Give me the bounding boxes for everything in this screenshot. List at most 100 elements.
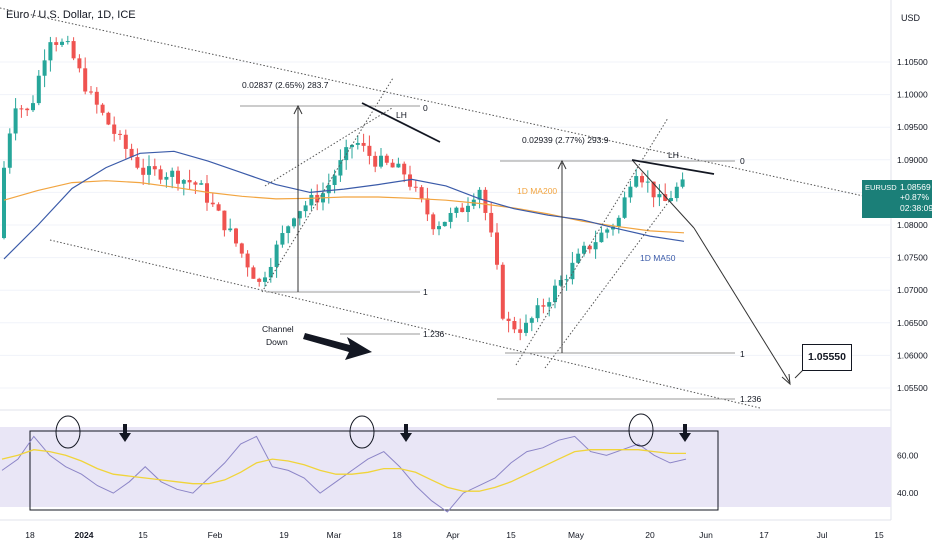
- candle-body-82: [477, 189, 482, 200]
- candle-body-18: [106, 112, 111, 125]
- candle-body-110: [640, 176, 644, 183]
- candle-body-50: [292, 218, 296, 227]
- candle-body-96: [558, 280, 563, 286]
- candle-body-72: [419, 187, 424, 199]
- time-tick-3: Feb: [208, 530, 223, 540]
- candle-body-61: [355, 142, 360, 145]
- candle-body-19: [112, 124, 117, 134]
- candle-body-32: [187, 180, 192, 183]
- candle-body-0: [2, 167, 6, 239]
- candle-body-92: [535, 305, 540, 319]
- candle-body-42: [245, 253, 250, 268]
- candle-body-100: [582, 245, 586, 254]
- ma50-line: [3, 150, 685, 260]
- candle-body-95: [553, 285, 557, 303]
- time-tick-6: 18: [392, 530, 402, 540]
- time-tick-5: Mar: [327, 530, 342, 540]
- rsi-circle-0: [55, 415, 81, 449]
- rsi-tick-0: 60.00: [897, 450, 919, 460]
- candle-body-49: [286, 226, 291, 234]
- candle-body-60: [350, 144, 354, 148]
- candle-body-14: [83, 68, 88, 92]
- candle-body-2: [13, 108, 18, 134]
- price-tick-3: 1.09000: [897, 155, 928, 165]
- candle-body-108: [628, 186, 633, 198]
- measure-label-1: 0.02837 (2.65%) 283.7: [242, 80, 329, 90]
- projection-leg-2: [693, 227, 791, 384]
- candle-body-54: [315, 194, 320, 203]
- price-tick-9: 1.06000: [897, 350, 928, 360]
- projection-leg-1: [632, 160, 695, 229]
- candle-body-40: [234, 228, 238, 244]
- candle-body-115: [669, 198, 673, 201]
- candle-body-46: [268, 266, 273, 278]
- rsi-band: [0, 427, 891, 507]
- candle-body-99: [576, 253, 581, 263]
- rsi-ma-line: [1, 449, 686, 492]
- time-tick-4: 19: [279, 530, 289, 540]
- candle-body-75: [437, 226, 441, 230]
- candle-body-102: [593, 242, 598, 250]
- candle-body-77: [448, 212, 453, 222]
- candle-body-24: [141, 167, 146, 175]
- measure-label-2: 0.02939 (2.77%) 293.9: [522, 135, 609, 145]
- candle-body-26: [152, 166, 157, 170]
- time-tick-7: Apr: [446, 530, 459, 540]
- time-tick-10: 20: [645, 530, 655, 540]
- rsi-circle-2: [628, 413, 654, 447]
- candle-body-103: [599, 232, 604, 243]
- candle-body-58: [338, 160, 343, 176]
- candle-body-74: [431, 214, 436, 230]
- candle-body-6: [36, 75, 41, 104]
- candle-body-113: [657, 194, 662, 198]
- candle-body-70: [408, 174, 412, 187]
- candle-body-39: [228, 228, 233, 231]
- channel-label-2: Down: [266, 337, 288, 347]
- candle-body-37: [216, 204, 221, 211]
- last-price-label: EURUSD 1.08569 +0.87% 02:38:09: [862, 180, 932, 218]
- measure-arrowhead-1: [293, 104, 303, 115]
- fib-ext-label-2: 1.236: [740, 394, 762, 404]
- candle-body-89: [518, 329, 523, 333]
- candle-body-20: [118, 133, 122, 135]
- channel-bottom-line: [49, 239, 761, 409]
- time-tick-13: Jul: [817, 530, 828, 540]
- candle-body-65: [379, 155, 383, 167]
- candle-body-80: [466, 205, 470, 213]
- candle-body-41: [239, 243, 244, 254]
- candle-body-47: [274, 244, 279, 267]
- candle-body-85: [495, 232, 499, 265]
- candle-body-64: [373, 155, 378, 167]
- price-label-price: 1.08569: [900, 182, 931, 192]
- projection-arrowhead: [781, 373, 791, 386]
- time-tick-12: 17: [759, 530, 769, 540]
- channel-top-line: [0, 7, 892, 203]
- time-tick-9: May: [568, 530, 585, 540]
- candle-body-86: [500, 264, 505, 319]
- candle-body-11: [65, 41, 70, 43]
- candle-body-10: [60, 41, 64, 45]
- candle-body-33: [193, 182, 198, 185]
- candle-body-87: [506, 318, 511, 322]
- rsi-arrow-2: [679, 424, 691, 442]
- currency-label: USD: [900, 13, 920, 23]
- candle-body-112: [651, 181, 656, 198]
- rise-channel-2-upper: [515, 117, 669, 366]
- candle-body-43: [251, 267, 256, 279]
- candle-body-66: [384, 155, 389, 163]
- candle-body-16: [94, 91, 99, 105]
- time-tick-0: 18: [25, 530, 35, 540]
- time-tick-8: 15: [506, 530, 516, 540]
- candle-body-34: [199, 183, 204, 185]
- candle-body-51: [297, 211, 302, 219]
- candle-body-90: [524, 322, 528, 333]
- candle-body-63: [367, 145, 372, 156]
- candle-body-22: [129, 148, 134, 158]
- candle-body-45: [263, 277, 267, 282]
- lh-line-2: [631, 159, 715, 175]
- target-label: 1.05550: [802, 344, 852, 371]
- candle-body-98: [570, 262, 575, 280]
- ma200-label: 1D MA200: [517, 186, 557, 196]
- candle-body-73: [425, 198, 430, 215]
